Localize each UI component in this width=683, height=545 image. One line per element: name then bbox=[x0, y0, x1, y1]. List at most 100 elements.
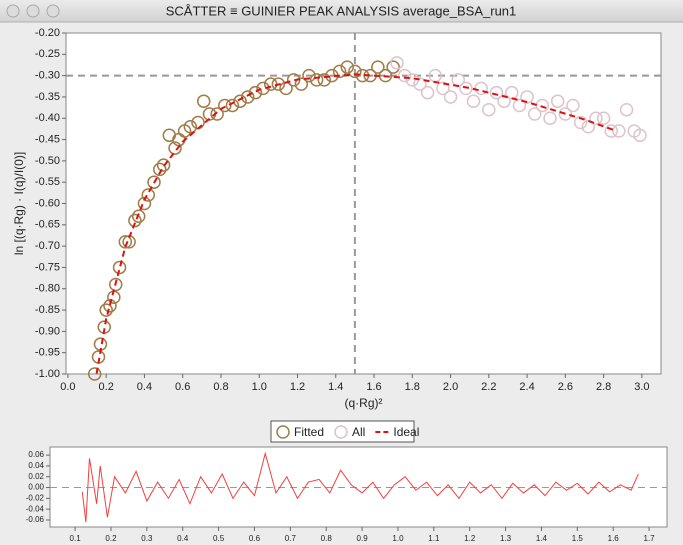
x-tick-label: 2.6 bbox=[558, 381, 573, 393]
close-button[interactable] bbox=[6, 4, 20, 18]
x-tick-label: 0.4 bbox=[177, 534, 189, 543]
y-tick-label: -0.02 bbox=[26, 493, 45, 502]
x-tick-label: 1.3 bbox=[500, 534, 512, 543]
zoom-button[interactable] bbox=[46, 4, 60, 18]
x-tick-label: 0.4 bbox=[137, 381, 152, 393]
data-point bbox=[436, 81, 450, 96]
y-tick-label: -0.50 bbox=[35, 155, 60, 167]
data-point bbox=[210, 107, 224, 121]
data-point bbox=[550, 94, 565, 108]
y-tick-label: -0.20 bbox=[35, 27, 60, 39]
data-point bbox=[340, 60, 354, 74]
x-tick-label: 1.2 bbox=[290, 381, 305, 393]
y-tick-label: -0.70 bbox=[35, 240, 60, 252]
data-point bbox=[118, 235, 133, 249]
data-point bbox=[256, 81, 270, 96]
residual-line bbox=[81, 451, 639, 523]
data-point bbox=[241, 90, 255, 104]
data-point bbox=[443, 90, 458, 104]
y-tick-label: 0.00 bbox=[28, 483, 44, 492]
data-point bbox=[103, 299, 117, 313]
y-tick-label: -0.55 bbox=[35, 176, 60, 188]
y-tick-label: -0.75 bbox=[35, 261, 60, 273]
data-point bbox=[497, 94, 511, 108]
data-point bbox=[271, 77, 286, 91]
x-tick-label: 2.0 bbox=[443, 381, 458, 393]
x-tick-label: 0.9 bbox=[357, 534, 369, 543]
y-tick-label: -0.30 bbox=[35, 70, 60, 82]
x-tick-label: 1.6 bbox=[608, 534, 620, 543]
data-point bbox=[156, 158, 171, 172]
x-tick-label: 1.5 bbox=[572, 534, 584, 543]
x-tick-label: 0.7 bbox=[285, 534, 297, 543]
legend bbox=[270, 420, 415, 443]
x-tick-label: 1.6 bbox=[366, 381, 381, 393]
x-tick-label: 0.0 bbox=[60, 381, 75, 393]
data-point bbox=[397, 68, 412, 83]
data-point bbox=[596, 111, 611, 125]
data-point bbox=[386, 60, 400, 74]
data-point bbox=[512, 98, 527, 113]
data-point bbox=[108, 277, 123, 292]
y-tick-label: 0.06 bbox=[28, 450, 44, 459]
data-point bbox=[543, 111, 557, 125]
data-point bbox=[612, 124, 626, 138]
data-point bbox=[137, 196, 152, 211]
x-tick-label: 2.4 bbox=[519, 381, 534, 393]
y-tick-label: -0.04 bbox=[26, 504, 45, 513]
ideal-line bbox=[95, 73, 614, 374]
x-tick-label: 0.3 bbox=[141, 534, 153, 543]
data-point bbox=[589, 111, 603, 125]
data-point bbox=[317, 73, 332, 87]
data-point bbox=[604, 124, 619, 138]
legend-label: Fitted bbox=[294, 425, 324, 439]
data-point bbox=[309, 73, 324, 87]
y-tick-label: -0.35 bbox=[35, 91, 60, 103]
data-point bbox=[633, 128, 647, 143]
data-point bbox=[371, 60, 385, 74]
x-tick-label: 0.6 bbox=[249, 534, 261, 543]
legend-label: Ideal bbox=[393, 425, 419, 439]
x-tick-label: 0.6 bbox=[175, 381, 190, 393]
x-tick-label: 1.7 bbox=[644, 534, 656, 543]
window-title: SCÅTTER ≡ GUINIER PEAK ANALYSIS average_… bbox=[166, 3, 517, 18]
data-point bbox=[196, 94, 211, 108]
x-tick-label: 3.0 bbox=[634, 381, 649, 393]
y-tick-label: -0.60 bbox=[35, 197, 60, 209]
data-point bbox=[482, 102, 496, 117]
data-point bbox=[420, 85, 435, 100]
x-tick-label: 2.8 bbox=[596, 381, 611, 393]
data-point bbox=[520, 90, 534, 104]
x-tick-label: 0.2 bbox=[105, 534, 117, 543]
y-tick-label: -0.06 bbox=[26, 515, 45, 524]
x-axis-label: (q·Rg)² bbox=[345, 396, 383, 410]
x-tick-label: 0.2 bbox=[99, 381, 114, 393]
legend-marker bbox=[276, 425, 290, 439]
data-point bbox=[390, 56, 404, 70]
data-point bbox=[233, 94, 247, 108]
y-tick-label: -0.80 bbox=[35, 283, 60, 295]
x-tick-label: 1.2 bbox=[464, 534, 476, 543]
x-tick-label: 1.1 bbox=[428, 534, 440, 543]
x-tick-label: 0.5 bbox=[213, 534, 225, 543]
legend-label: All bbox=[352, 425, 365, 439]
data-point bbox=[619, 102, 634, 117]
data-point bbox=[527, 107, 542, 121]
legend-marker bbox=[334, 425, 348, 439]
x-tick-label: 1.8 bbox=[405, 381, 420, 393]
data-point bbox=[302, 68, 316, 83]
data-point bbox=[87, 367, 102, 381]
data-point bbox=[566, 98, 580, 113]
y-tick-label: -0.25 bbox=[35, 48, 60, 60]
data-point bbox=[413, 77, 427, 91]
y-tick-label: -0.85 bbox=[35, 304, 60, 316]
data-point bbox=[147, 175, 161, 189]
y-tick-label: -0.45 bbox=[35, 133, 60, 145]
minimize-button[interactable] bbox=[26, 4, 40, 18]
data-point bbox=[128, 213, 142, 228]
data-point bbox=[294, 77, 309, 91]
data-point bbox=[131, 209, 146, 224]
data-point bbox=[348, 64, 362, 79]
x-tick-label: 0.8 bbox=[321, 534, 333, 543]
